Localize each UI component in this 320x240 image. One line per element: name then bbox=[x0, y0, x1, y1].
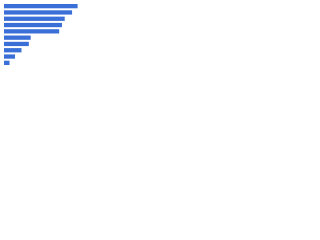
bar bbox=[4, 16, 65, 21]
chart bbox=[0, 0, 100, 71]
bar bbox=[4, 22, 62, 28]
bar bbox=[4, 48, 22, 53]
bar bbox=[4, 35, 31, 40]
bar bbox=[4, 4, 78, 9]
bar bbox=[4, 29, 60, 34]
bar bbox=[4, 10, 73, 15]
bar bbox=[4, 41, 29, 47]
bar bbox=[4, 54, 16, 59]
page: (() => { const data = JSON.parse(documen… bbox=[0, 0, 320, 71]
bar bbox=[4, 60, 10, 65]
